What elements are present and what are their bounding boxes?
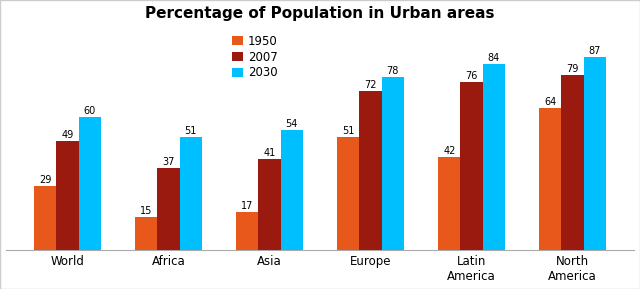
Text: 15: 15 xyxy=(140,205,152,216)
Legend: 1950, 2007, 2030: 1950, 2007, 2030 xyxy=(232,35,278,79)
Bar xyxy=(539,108,561,250)
Text: 37: 37 xyxy=(163,157,175,167)
Bar xyxy=(236,212,259,250)
Text: 72: 72 xyxy=(364,79,377,90)
Bar xyxy=(483,64,505,250)
Bar xyxy=(584,58,606,250)
Text: 17: 17 xyxy=(241,201,253,211)
Text: 41: 41 xyxy=(264,148,276,158)
Text: 78: 78 xyxy=(387,66,399,76)
Bar xyxy=(381,77,404,250)
Bar xyxy=(259,159,280,250)
Bar xyxy=(34,186,56,250)
Text: 42: 42 xyxy=(443,146,456,156)
Text: 60: 60 xyxy=(84,106,96,116)
Text: 76: 76 xyxy=(465,71,477,81)
Bar xyxy=(180,137,202,250)
Bar xyxy=(56,142,79,250)
Text: 79: 79 xyxy=(566,64,579,74)
Text: 54: 54 xyxy=(285,119,298,129)
Text: 87: 87 xyxy=(589,46,601,56)
Bar xyxy=(337,137,360,250)
Bar xyxy=(79,117,101,250)
Title: Percentage of Population in Urban areas: Percentage of Population in Urban areas xyxy=(145,5,495,21)
Bar xyxy=(157,168,180,250)
Bar xyxy=(561,75,584,250)
Bar xyxy=(135,217,157,250)
Bar xyxy=(438,157,460,250)
Text: 51: 51 xyxy=(184,126,197,136)
Text: 51: 51 xyxy=(342,126,355,136)
Text: 84: 84 xyxy=(488,53,500,63)
Bar xyxy=(360,91,381,250)
Bar xyxy=(460,82,483,250)
Bar xyxy=(280,130,303,250)
Text: 29: 29 xyxy=(39,175,51,185)
Text: 49: 49 xyxy=(61,130,74,140)
Text: 64: 64 xyxy=(544,97,556,107)
